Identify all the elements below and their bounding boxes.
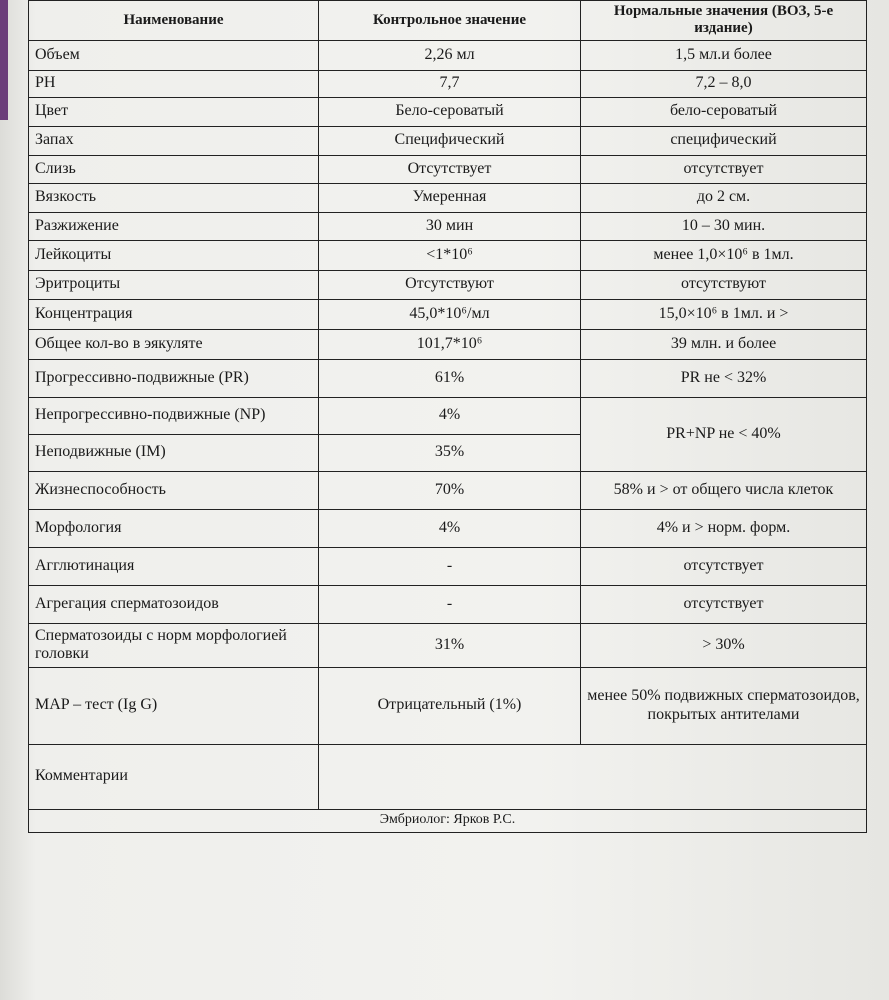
- control-value: -: [318, 584, 581, 624]
- edge: [0, 0, 8, 120]
- parameter-name: Разжижение: [28, 211, 319, 241]
- normal-value: отсутствует: [580, 584, 867, 624]
- table-row: Непрогрессивно-подвижные (NP) 4% PR+NP не …: [28, 396, 867, 472]
- table-row: Жизнеспособность 70% 58% и > от общего чис…: [28, 470, 867, 510]
- normal-value: PR+NP не < 40%: [580, 396, 867, 472]
- control-value: <1*10⁶: [318, 239, 581, 271]
- table-row: Запах Специфический специфический: [28, 125, 867, 156]
- parameter-name: Эритроциты: [28, 269, 319, 300]
- table-row: Разжижение 30 мин 10 – 30 мин.: [28, 211, 867, 241]
- parameter-name: Цвет: [28, 96, 319, 127]
- table-row: Цвет Бело-сероватый бело-сероватый: [28, 96, 867, 127]
- table-row: Агрегация сперматозоидов - отсутствует: [28, 584, 867, 624]
- control-value: Отрицательный (1%): [318, 666, 581, 745]
- parameter-name: Объем: [28, 39, 319, 71]
- table-row: Лейкоциты <1*10⁶ менее 1,0×10⁶ в 1мл.: [28, 239, 867, 271]
- table-row: Вязкость Умеренная до 2 см.: [28, 182, 867, 213]
- normal-value: 15,0×10⁶ в 1мл. и >: [580, 298, 867, 330]
- control-value: 7,7: [318, 69, 581, 98]
- control-value: Бело-сероватый: [318, 96, 581, 127]
- table-row: Прогрессивно-подвижные (PR) 61% PR не < 32…: [28, 358, 867, 398]
- table-row: Общее кол-во в эякуляте 101,7*10⁶ 39 млн. …: [28, 328, 867, 360]
- parameter-name: Сперматозоиды с норм морфологией головки: [28, 622, 319, 668]
- normal-value: > 30%: [580, 622, 867, 668]
- parameter-name: Непрогрессивно-подвижные (NP): [28, 396, 319, 435]
- table-row: Неподвижные (IM) 35%: [28, 433, 867, 472]
- table-row: Объем 2,26 мл 1,5 мл.и более: [28, 39, 867, 71]
- parameter-name: Слизь: [28, 154, 319, 184]
- normal-value: отсутствуют: [580, 269, 867, 300]
- parameter-name: Неподвижные (IM): [28, 433, 319, 472]
- footer-row: Эмбриолог: Ярков Р.С.: [28, 808, 867, 833]
- parameter-name: Агрегация сперматозоидов: [28, 584, 319, 624]
- parameter-name: PH: [28, 69, 319, 98]
- normal-value: 4% и > норм. форм.: [580, 508, 867, 548]
- results-table: Наименование Контрольное значение Нормальн…: [28, 0, 867, 833]
- parameter-name: Морфология: [28, 508, 319, 548]
- table-row: Сперматозоиды с норм морфологией головки…: [28, 622, 867, 668]
- control-value: 61%: [318, 358, 581, 398]
- signature: Эмбриолог: Ярков Р.С.: [28, 808, 867, 833]
- control-value: 45,0*10⁶/мл: [318, 298, 581, 330]
- parameter-name: Комментарии: [28, 743, 319, 810]
- normal-value: менее 50% подвижных сперматозоидов, покр…: [580, 666, 867, 745]
- header-row: Наименование Контрольное значение Нормальн…: [28, 0, 867, 41]
- normal-value: 7,2 – 8,0: [580, 69, 867, 98]
- parameter-name: Концентрация: [28, 298, 319, 330]
- normal-value: бело-сероватый: [580, 96, 867, 127]
- normal-value: 1,5 мл.и более: [580, 39, 867, 71]
- parameter-name: Вязкость: [28, 182, 319, 213]
- parameter-name: Лейкоциты: [28, 239, 319, 271]
- empty-cell: [318, 743, 867, 810]
- table-row: Агглютинация - отсутствует: [28, 546, 867, 586]
- header-cell: Наименование: [28, 0, 319, 41]
- control-value: 101,7*10⁶: [318, 328, 581, 360]
- control-value: 30 мин: [318, 211, 581, 241]
- normal-value: 10 – 30 мин.: [580, 211, 867, 241]
- table-row: Морфология 4% 4% и > норм. форм.: [28, 508, 867, 548]
- header-cell: Контрольное значение: [318, 0, 581, 41]
- parameter-name: Жизнеспособность: [28, 470, 319, 510]
- table-row: Слизь Отсутствует отсутствует: [28, 154, 867, 184]
- control-value: 35%: [318, 433, 581, 472]
- control-value: Отсутствуют: [318, 269, 581, 300]
- table-row: Эритроциты Отсутствуют отсутствуют: [28, 269, 867, 300]
- control-value: 2,26 мл: [318, 39, 581, 71]
- table-row: Концентрация 45,0*10⁶/мл 15,0×10⁶ в 1мл. и…: [28, 298, 867, 330]
- normal-value: отсутствует: [580, 154, 867, 184]
- normal-value: специфический: [580, 125, 867, 156]
- parameter-name: Прогрессивно-подвижные (PR): [28, 358, 319, 398]
- control-value: 70%: [318, 470, 581, 510]
- normal-value: до 2 см.: [580, 182, 867, 213]
- control-value: 4%: [318, 508, 581, 548]
- table-row: MAP – тест (Ig G) Отрицательный (1%) менее…: [28, 666, 867, 745]
- parameter-name: Агглютинация: [28, 546, 319, 586]
- control-value: Отсутствует: [318, 154, 581, 184]
- parameter-name: Запах: [28, 125, 319, 156]
- control-value: Умеренная: [318, 182, 581, 213]
- normal-value: 39 млн. и более: [580, 328, 867, 360]
- parameter-name: MAP – тест (Ig G): [28, 666, 319, 745]
- control-value: -: [318, 546, 581, 586]
- normal-value: 58% и > от общего числа клеток: [580, 470, 867, 510]
- parameter-name: Общее кол-во в эякуляте: [28, 328, 319, 360]
- normal-value: менее 1,0×10⁶ в 1мл.: [580, 239, 867, 271]
- normal-value: PR не < 32%: [580, 358, 867, 398]
- table-row: PH 7,7 7,2 – 8,0: [28, 69, 867, 98]
- control-value: 4%: [318, 396, 581, 435]
- header-cell: Нормальные значения (ВОЗ, 5-е издание): [580, 0, 867, 41]
- control-value: Специфический: [318, 125, 581, 156]
- control-value: 31%: [318, 622, 581, 668]
- table-row: Комментарии: [28, 743, 867, 810]
- normal-value: отсутствует: [580, 546, 867, 586]
